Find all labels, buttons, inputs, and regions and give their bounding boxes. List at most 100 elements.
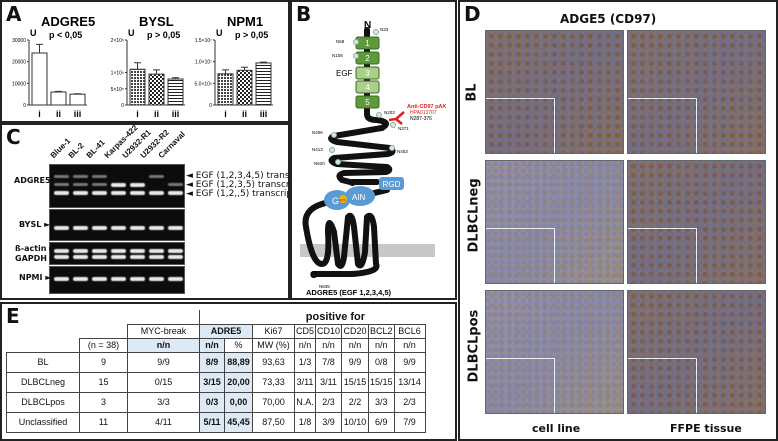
magnified-inset — [628, 358, 697, 413]
gel-band — [92, 183, 107, 186]
gps-label: GPS — [339, 198, 345, 202]
gel-band — [92, 175, 107, 178]
gel-band — [92, 277, 107, 281]
site-label: N835 — [319, 284, 330, 289]
error-bar — [172, 77, 179, 79]
gel-band — [54, 226, 69, 230]
egf-domain-number: 3 — [365, 69, 370, 78]
table-cell: 93,63 — [252, 351, 295, 373]
y-tick-label: 0 — [209, 103, 212, 109]
y-axis-label: U — [30, 28, 37, 38]
bar-iii — [255, 62, 272, 106]
bar-i — [31, 52, 48, 106]
table-cell: 0/3 — [199, 391, 225, 413]
error-bar — [260, 61, 267, 63]
protein-caption: ADGRE5 (EGF 1,2,3,4,5) — [306, 288, 392, 297]
gel-band — [54, 175, 69, 178]
x-tick-label: i — [224, 109, 227, 119]
table-cell: 3/11 — [315, 371, 343, 393]
gel-band — [130, 183, 145, 187]
table-cell: 9/9 — [341, 351, 370, 373]
x-tick-label: iii — [74, 109, 82, 119]
y-tick-label: 1×10⁶ — [111, 71, 124, 77]
magnified-inset — [628, 98, 697, 153]
table-cell: DLBCLpos — [6, 391, 80, 413]
y-tick-label: 30000 — [12, 38, 26, 44]
gel-band — [73, 191, 88, 195]
x-tick-label: iii — [260, 109, 268, 119]
table-cell: 3/3 — [368, 391, 395, 413]
x-tick-label: iii — [172, 109, 180, 119]
rgd-label: RGD — [383, 180, 401, 189]
y-axis-label: U — [128, 28, 135, 38]
column-header: CD10 — [315, 323, 343, 339]
table-row: DLBCLneg 15 0/15 3/15 20,00 73,33 3/11 3/11 15/1… — [6, 371, 426, 393]
table-cell: 13/14 — [393, 371, 426, 393]
bar-i — [217, 73, 234, 106]
table-cell: n/n — [127, 337, 200, 353]
gel-band — [111, 191, 126, 195]
egf-domain-4 — [355, 80, 380, 94]
table-cell: 2/2 — [341, 391, 370, 413]
glycosylation-site — [331, 132, 337, 138]
y-axis-label: U — [216, 28, 223, 38]
table-cell: 87,50 — [252, 411, 295, 433]
bar-ii — [50, 91, 67, 106]
glycosylation-site — [353, 53, 359, 59]
magnified-inset — [486, 358, 555, 413]
gel-band — [54, 255, 69, 259]
row-label-adgre5: ADGRE5 ► — [14, 176, 60, 185]
chart-subtitle: p < 0,05 — [49, 30, 82, 40]
table-cell: 0/15 — [127, 371, 200, 393]
table-cell: (n = 38) — [79, 337, 128, 353]
y-tick-label: 0 — [23, 103, 26, 109]
table-cell: 15 — [79, 371, 128, 393]
panel-a: A ADGRE5 p < 0,05 U 0 10000 20000 30000 i ii iii B… — [0, 0, 290, 123]
glycosylation-site — [353, 39, 359, 45]
n-terminus: N — [364, 20, 371, 31]
epitope-label: N287-376 — [410, 116, 432, 122]
site-label: N453 — [397, 149, 408, 154]
table-cell: 1/8 — [293, 411, 317, 433]
gel-band — [149, 191, 164, 195]
gel-band — [149, 249, 164, 253]
col-label-ffpe: FFPE tissue — [670, 422, 742, 435]
chart-title: NPM1 — [227, 14, 263, 29]
column-header: CD20 — [341, 323, 370, 339]
glycosylation-site — [390, 122, 396, 128]
table-cell: 88,89 — [224, 351, 253, 373]
bar-i — [129, 68, 146, 106]
bar-ii — [236, 69, 253, 106]
error-bar — [134, 62, 141, 70]
gel-band — [149, 175, 164, 178]
c-terminus: C — [310, 270, 317, 281]
column-header: MYC-break — [127, 323, 200, 339]
gel-band — [92, 191, 107, 195]
panel-e: E positive for MYC-break ADRE5 Ki67 CD5 CD10… — [0, 302, 457, 441]
gel-band — [92, 249, 107, 253]
gel-band — [54, 183, 69, 186]
egf-domain-number: 2 — [365, 54, 370, 63]
site-label: N203 — [384, 110, 395, 115]
table-cell: DLBCLneg — [6, 371, 80, 393]
table-cell: n/n — [341, 337, 370, 353]
y-tick-label: 5.0×10⁶ — [195, 81, 213, 87]
row-label-npm1: NPMI ► — [19, 273, 52, 282]
gel-band — [168, 183, 183, 186]
antibody-name: Anti-CD97 pAK — [407, 104, 446, 110]
table-cell: 1/3 — [293, 351, 317, 373]
column-header: Ki67 — [252, 323, 295, 339]
gel-band — [73, 226, 88, 230]
table-cell: 7/8 — [315, 351, 343, 373]
table-cell: n/n — [315, 337, 343, 353]
table-cell: 5/11 — [199, 411, 225, 433]
table-cell: 0/8 — [368, 351, 395, 373]
gel-band — [130, 226, 145, 230]
gel-actin-gapdh — [49, 242, 185, 265]
table-row: DLBCLpos 3 3/3 0/3 0,00 70,00 N.A. 2/3 2/2 3/3 2/3 — [6, 391, 426, 413]
gel-band — [168, 226, 183, 230]
bar-iii — [167, 78, 184, 106]
y-tick-label: 20000 — [12, 60, 26, 66]
table-cell: n/n — [293, 337, 317, 353]
summary-table: positive for MYC-break ADRE5 Ki67 CD5 CD10 CD… — [6, 310, 426, 433]
